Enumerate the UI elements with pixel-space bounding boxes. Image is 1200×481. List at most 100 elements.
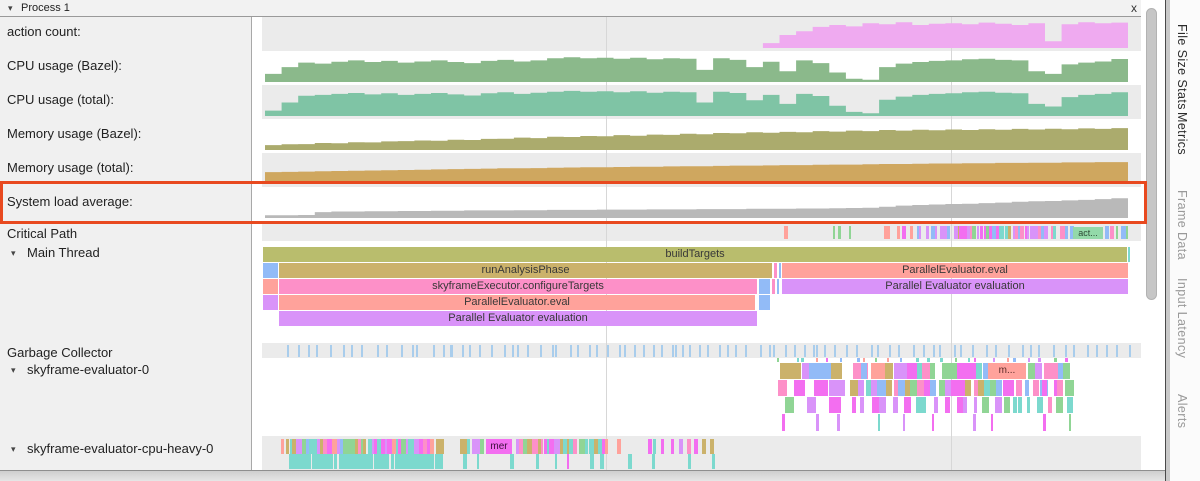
trace-event-slice[interactable] (679, 439, 683, 454)
trace-event-slice[interactable] (832, 226, 836, 239)
collapse-caret-icon[interactable]: ▾ (8, 3, 13, 13)
trace-event-slice[interactable] (422, 454, 429, 469)
trace-event-slice[interactable] (773, 345, 775, 357)
trace-event-slice[interactable] (857, 358, 860, 362)
trace-event-slice[interactable] (956, 397, 963, 413)
trace-event-slice[interactable] (735, 345, 738, 357)
trace-event-slice[interactable] (651, 454, 655, 469)
trace-event-slice[interactable] (1106, 345, 1108, 357)
trace-event-slice[interactable] (986, 226, 992, 239)
trace-event-slice[interactable] (398, 439, 404, 454)
trace-event-slice[interactable] (490, 345, 493, 357)
trace-event-slice[interactable] (884, 363, 893, 379)
trace-event-slice[interactable] (670, 439, 675, 454)
trace-event-slice[interactable] (311, 454, 319, 469)
trace-event-slice[interactable] (904, 397, 911, 413)
trace-event-slice[interactable] (840, 358, 843, 362)
trace-event-slice[interactable] (846, 345, 848, 357)
trace-event-slice[interactable] (1069, 226, 1074, 239)
trace-event-slice[interactable] (1038, 358, 1041, 362)
trace-event-slice[interactable] (333, 454, 338, 469)
horizontal-scrollbar[interactable] (0, 470, 1165, 481)
trace-event-slice[interactable] (1125, 226, 1129, 239)
trace-event-slice[interactable] (329, 345, 332, 357)
trace-event-slice[interactable] (1014, 226, 1018, 239)
trace-event-slice[interactable] (653, 439, 656, 454)
trace-event-slice[interactable] (285, 439, 290, 454)
trace-event-slice[interactable] (1120, 226, 1126, 239)
trace-event-slice[interactable] (1065, 358, 1068, 362)
trace-event-slice[interactable] (929, 363, 935, 379)
trace-event-slice[interactable] (967, 358, 971, 362)
trace-event-slice[interactable] (922, 397, 927, 413)
flame-bar-parallelevaluator-eval[interactable]: ParallelEvaluator.eval (279, 295, 755, 310)
trace-event-slice[interactable] (607, 345, 609, 357)
trace-event-slice[interactable] (459, 439, 467, 454)
trace-event-slice[interactable] (390, 454, 394, 469)
trace-event-slice[interactable] (1042, 380, 1047, 396)
trace-event-slice[interactable] (909, 380, 919, 396)
trace-event-slice[interactable] (526, 439, 533, 454)
trace-event-slice[interactable] (930, 380, 937, 396)
trace-event-slice[interactable] (293, 454, 300, 469)
trace-event-slice[interactable] (1096, 345, 1099, 357)
trace-event-slice[interactable] (315, 345, 318, 357)
trace-event-slice[interactable] (862, 358, 865, 362)
flame-bar[interactable] (1128, 247, 1130, 262)
trace-event-slice[interactable] (959, 226, 964, 239)
trace-event-slice[interactable] (994, 397, 1003, 413)
trace-event-slice[interactable] (585, 439, 589, 454)
trace-event-slice[interactable] (1087, 345, 1090, 357)
trace-event-slice[interactable] (408, 454, 415, 469)
trace-event-slice[interactable] (590, 454, 595, 469)
trace-event-slice[interactable] (1015, 380, 1023, 396)
trace-event-slice[interactable] (899, 358, 903, 362)
trace-event-slice[interactable] (674, 345, 677, 357)
flame-bar[interactable] (759, 295, 770, 310)
trace-event-slice[interactable] (815, 358, 818, 362)
flame-bar[interactable] (759, 279, 770, 294)
trace-event-slice[interactable] (877, 380, 887, 396)
trace-event-slice[interactable] (618, 345, 621, 357)
trace-event-slice[interactable] (906, 363, 918, 379)
trace-event-slice[interactable] (476, 439, 483, 454)
trace-event-slice[interactable] (463, 454, 467, 469)
trace-event-slice[interactable] (859, 397, 864, 413)
trace-event-slice[interactable] (979, 226, 983, 239)
trace-event-slice[interactable] (1001, 226, 1005, 239)
trace-event-slice[interactable] (999, 226, 1003, 239)
trace-event-slice[interactable] (925, 226, 929, 239)
trace-event-slice[interactable] (903, 414, 906, 431)
trace-event-slice[interactable] (1007, 358, 1010, 362)
trace-event-slice[interactable] (945, 380, 955, 396)
vertical-scrollbar-thumb[interactable] (1146, 8, 1157, 300)
trace-event-slice[interactable] (884, 226, 888, 239)
trace-event-slice[interactable] (1040, 226, 1046, 239)
trace-event-slice[interactable] (413, 439, 419, 454)
trace-event-slice[interactable] (1008, 226, 1011, 239)
trace-event-slice[interactable] (814, 380, 828, 396)
trace-event-slice[interactable] (706, 345, 709, 357)
trace-event-slice[interactable] (535, 454, 539, 469)
trace-event-slice[interactable] (360, 454, 368, 469)
trace-event-slice[interactable] (804, 345, 807, 357)
trace-event-slice[interactable] (957, 380, 966, 396)
trace-event-slice[interactable] (340, 454, 348, 469)
trace-event-slice[interactable] (852, 397, 856, 413)
trace-event-slice[interactable] (915, 397, 923, 413)
trace-event-slice[interactable] (801, 358, 804, 362)
close-button[interactable]: x (1131, 1, 1137, 15)
trace-event-slice[interactable] (1129, 345, 1132, 357)
trace-event-slice[interactable] (885, 380, 892, 396)
trace-event-slice[interactable] (830, 363, 842, 379)
trace-event-slice[interactable] (576, 345, 579, 357)
trace-event-slice[interactable] (694, 439, 698, 454)
flame-bar[interactable] (263, 295, 278, 310)
trace-event-slice[interactable] (1048, 397, 1052, 413)
trace-event-slice[interactable] (785, 397, 795, 413)
trace-event-slice[interactable] (415, 345, 418, 357)
trace-event-slice[interactable] (376, 345, 379, 357)
trace-event-slice[interactable] (1072, 345, 1075, 357)
trace-event-slice[interactable] (744, 345, 747, 357)
trace-event-slice[interactable] (871, 345, 874, 357)
